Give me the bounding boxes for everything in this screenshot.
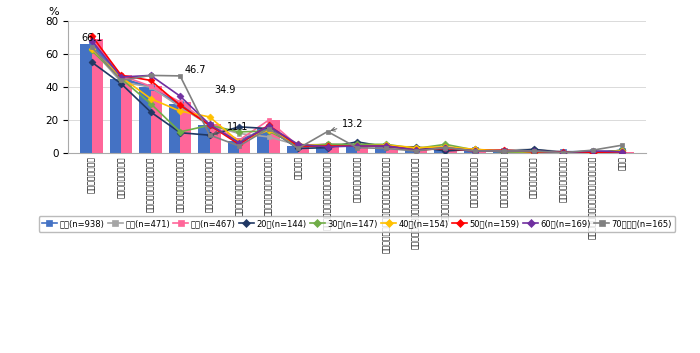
Bar bbox=[611, 151, 622, 154]
Bar bbox=[534, 152, 545, 154]
Legend: 全体(n=938), 男性(n=471), 女性(n=467), 20代(n=144), 30代(n=147), 40代(n=154), 50代(n=159),: 全体(n=938), 男性(n=471), 女性(n=467), 20代(n=1… bbox=[38, 216, 676, 232]
Bar bbox=[375, 146, 386, 154]
Bar bbox=[198, 125, 209, 154]
Bar bbox=[434, 148, 445, 154]
Bar bbox=[505, 152, 516, 154]
Bar bbox=[239, 140, 251, 154]
Text: 66.1: 66.1 bbox=[81, 33, 103, 43]
Bar bbox=[405, 149, 416, 154]
Bar bbox=[622, 152, 634, 154]
Text: 13.2: 13.2 bbox=[331, 119, 364, 131]
Bar bbox=[298, 146, 309, 154]
Bar bbox=[552, 152, 564, 154]
Bar bbox=[463, 150, 475, 154]
Bar bbox=[150, 86, 162, 154]
Bar bbox=[269, 120, 280, 154]
Bar bbox=[328, 144, 339, 154]
Bar bbox=[593, 152, 604, 154]
Bar bbox=[346, 145, 357, 154]
Bar bbox=[523, 151, 534, 154]
Text: 11.1: 11.1 bbox=[214, 122, 248, 135]
Bar bbox=[582, 152, 593, 154]
Bar bbox=[139, 87, 150, 154]
Bar bbox=[180, 102, 191, 154]
Bar bbox=[494, 151, 505, 154]
Bar bbox=[475, 149, 486, 154]
Y-axis label: %: % bbox=[48, 7, 59, 17]
Text: 46.7: 46.7 bbox=[185, 65, 206, 75]
Bar bbox=[258, 128, 269, 154]
Bar bbox=[386, 145, 398, 154]
Bar bbox=[564, 152, 575, 154]
Bar bbox=[316, 146, 328, 154]
Bar bbox=[416, 149, 427, 154]
Bar bbox=[357, 146, 368, 154]
Text: 34.9: 34.9 bbox=[214, 85, 235, 95]
Bar bbox=[169, 104, 180, 154]
Bar bbox=[228, 141, 239, 154]
Bar bbox=[110, 79, 121, 154]
Bar bbox=[121, 76, 132, 154]
Bar bbox=[92, 39, 103, 154]
Bar bbox=[287, 146, 298, 154]
Bar bbox=[80, 44, 92, 154]
Bar bbox=[445, 148, 456, 154]
Bar bbox=[209, 124, 220, 154]
